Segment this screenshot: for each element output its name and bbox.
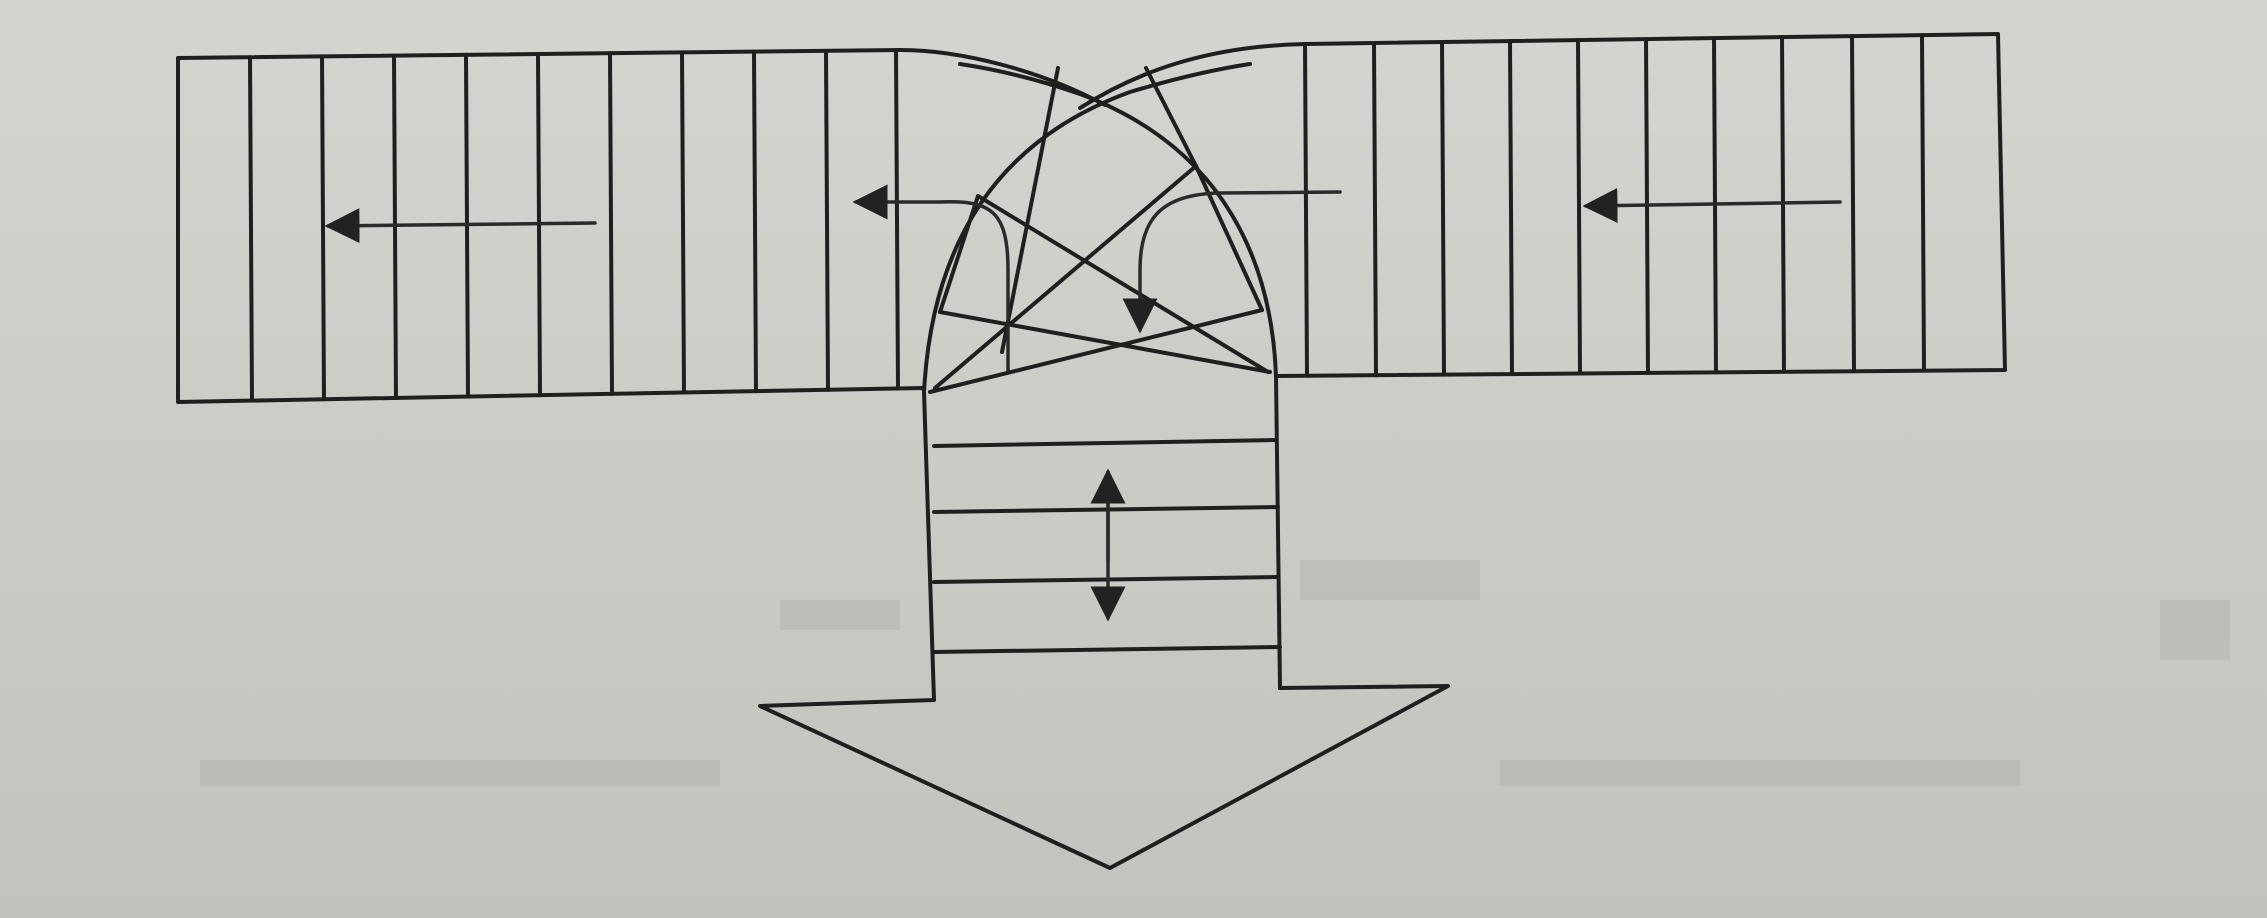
output-arrow-outline [758, 684, 1450, 870]
right-hatch-line-10 [1920, 33, 1926, 373]
dome-chord-8 [938, 194, 980, 314]
dome-chord-7 [1194, 164, 1264, 312]
left-hatch-line-6 [608, 51, 614, 396]
right-flow-arrow [1582, 188, 1842, 224]
stem-stripe-1 [932, 438, 1278, 448]
stem-right-wall [1274, 374, 1282, 690]
left-hatch-line-8 [752, 49, 758, 394]
vertical-striped-stem [922, 374, 1282, 702]
right-hatch-line-4 [1508, 39, 1514, 377]
left-hatch-line-1 [248, 55, 254, 403]
dome-arc-left [922, 62, 1252, 394]
curved-flow-left [852, 184, 1010, 372]
curved-flow-right [1122, 190, 1342, 334]
dome-chord-5 [1000, 66, 1060, 354]
right-region-outline [1078, 32, 2007, 378]
dome-chord-4 [933, 164, 1198, 390]
left-hatch-line-9 [824, 48, 830, 392]
right-hatch-line-5 [1576, 38, 1582, 376]
right-hatch-line-2 [1372, 41, 1378, 378]
stem-stripe-3 [932, 575, 1280, 584]
right-hatch-lines [1303, 33, 1926, 378]
dome-chord-6 [1144, 66, 1198, 168]
dome-chord-1 [928, 308, 1264, 394]
stem-left-wall [922, 390, 936, 702]
stem-stripe-2 [932, 505, 1280, 514]
dome-chord-2 [938, 310, 1272, 374]
right-hatch-line-3 [1440, 40, 1446, 377]
left-flow-arrow [324, 208, 597, 244]
bleed-through-marks [200, 560, 2230, 786]
left-hatch-line-10 [894, 48, 900, 391]
right-hatch-line-9 [1850, 34, 1856, 374]
left-hatch-line-2 [320, 54, 326, 402]
left-hatch-line-7 [680, 50, 686, 395]
crossed-arc-junction [852, 62, 1342, 394]
dome-arc-right [958, 62, 1278, 378]
left-hatched-region [176, 48, 1107, 404]
right-hatched-region [1078, 32, 2007, 378]
large-down-arrow [758, 684, 1450, 870]
right-hatch-line-1 [1303, 42, 1309, 378]
stem-stripe-4 [932, 645, 1282, 654]
